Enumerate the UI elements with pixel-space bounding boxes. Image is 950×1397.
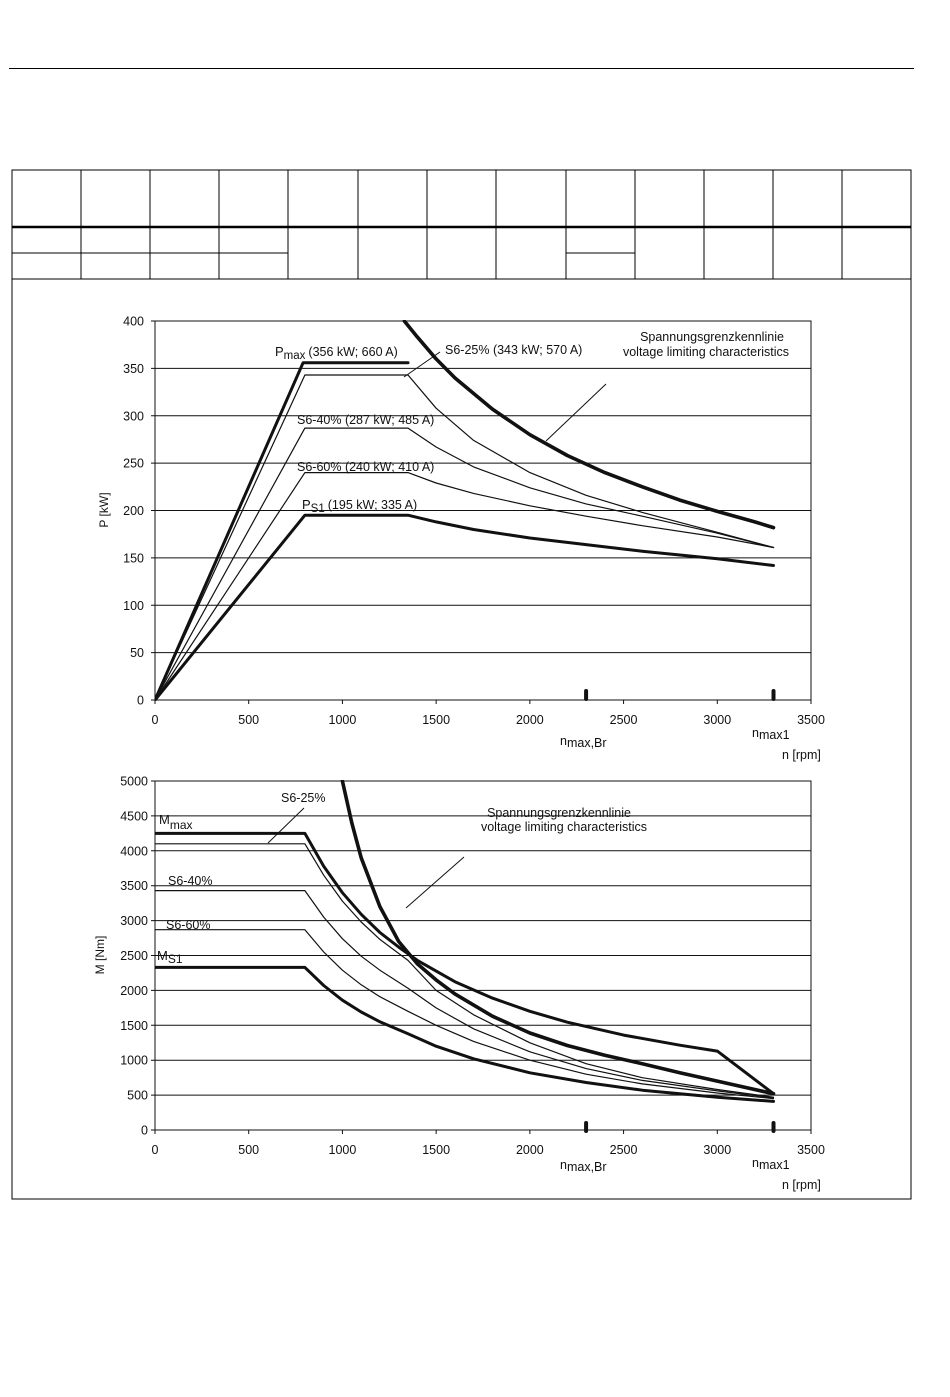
- power-x-tick-label: 0: [152, 713, 159, 727]
- s6-25-label: S6-25% (343 kW; 570 A): [445, 343, 582, 357]
- torque-y-tick-label: 1000: [120, 1054, 148, 1068]
- ms1-label: MS1: [157, 948, 183, 966]
- torque-voltage-limit-label-en: voltage limiting characteristics: [481, 820, 647, 834]
- power-series: [155, 320, 776, 701]
- torque-nmax-br-label: nmax,Br: [560, 1158, 607, 1174]
- torque-s6-60-label: S6-60%: [166, 918, 210, 932]
- voltage-limit-leader: [545, 383, 607, 442]
- torque-series-line-5: [340, 780, 776, 1096]
- torque-series-line-4: [155, 965, 775, 1103]
- voltage-limit-label-de: Spannungsgrenzkennlinie: [640, 330, 784, 344]
- torque-series-line-0: [155, 831, 775, 1096]
- power-x-tick-label: 500: [238, 713, 259, 727]
- torque-series-line-3: [155, 929, 775, 1100]
- header-table: [11, 169, 912, 1200]
- power-x-tick-label: 3000: [703, 713, 731, 727]
- power-y-tick-label: 350: [123, 362, 144, 376]
- torque-series: [155, 780, 776, 1103]
- torque-y-tick-label: 2000: [120, 984, 148, 998]
- nmax1-label: nmax1: [752, 726, 790, 742]
- power-x-tick-label: 2000: [516, 713, 544, 727]
- power-x-tick-label: 1500: [422, 713, 450, 727]
- s6-60-label: S6-60% (240 kW; 410 A): [297, 460, 434, 474]
- power-x-tick-label: 2500: [610, 713, 638, 727]
- power-y-tick-label: 150: [123, 551, 144, 565]
- top-rule: [9, 68, 914, 69]
- torque-ticks: 0500100015002000250030003500400045005000…: [120, 775, 825, 1158]
- torque-voltage-limit-leader: [405, 856, 465, 909]
- nmax-br-label: nmax,Br: [560, 734, 607, 750]
- torque-s6-25-leader: [267, 807, 305, 844]
- torque-voltage-limit-label-de: Spannungsgrenzkennlinie: [487, 806, 631, 820]
- torque-y-axis-label: M [Nm]: [93, 936, 107, 975]
- power-series-line-3: [155, 472, 775, 701]
- power-series-line-2: [155, 427, 775, 701]
- power-y-tick-label: 300: [123, 409, 144, 423]
- s6-40-label: S6-40% (287 kW; 485 A): [297, 413, 434, 427]
- torque-x-tick-label: 2500: [610, 1143, 638, 1157]
- power-series-line-5: [402, 320, 776, 530]
- torque-s6-25-label: S6-25%: [281, 791, 325, 805]
- torque-y-tick-label: 4000: [120, 844, 148, 858]
- torque-x-tick-label: 500: [238, 1143, 259, 1157]
- power-chart: 0 50 100 150 200 250 300 350 400 0 500 1000 1500 2000…: [97, 315, 825, 763]
- torque-y-tick-label: 3000: [120, 914, 148, 928]
- power-y-axis-label: P [kW]: [97, 492, 111, 527]
- power-y-tick-label: 200: [123, 504, 144, 518]
- torque-x-axis-label: n [rpm]: [782, 1178, 821, 1192]
- torque-nmax1-label: nmax1: [752, 1156, 790, 1172]
- pmax-label: Pmax (356 kW; 660 A): [275, 344, 398, 362]
- power-y-tick-label: 100: [123, 599, 144, 613]
- torque-s6-40-label: S6-40%: [168, 874, 212, 888]
- torque-x-tick-label: 3000: [703, 1143, 731, 1157]
- power-x-tick-label: 3500: [797, 713, 825, 727]
- power-series-line-1: [155, 374, 775, 701]
- s6-25-leader: [403, 351, 441, 378]
- power-speed-marker-n-max-br: [584, 689, 589, 701]
- torque-speed-marker-n-max-br: [584, 1121, 589, 1133]
- torque-series-line-2: [155, 890, 775, 1099]
- torque-x-tick-label: 3500: [797, 1143, 825, 1157]
- ps1-label: PS1 (195 kW; 335 A): [302, 497, 417, 515]
- power-series-line-4: [155, 513, 775, 701]
- power-ticks: 0 50 100 150 200 250 300 350 400 0 500 1000 1500 2000…: [123, 315, 825, 728]
- power-x-axis-label: n [rpm]: [782, 748, 821, 762]
- power-grid: [151, 320, 812, 701]
- power-y-tick-label: 400: [123, 315, 144, 329]
- power-x-tick-label: 1000: [329, 713, 357, 727]
- power-series-line-0: [155, 361, 410, 701]
- torque-y-tick-label: 2500: [120, 949, 148, 963]
- torque-y-tick-label: 3500: [120, 879, 148, 893]
- power-y-tick-label: 0: [137, 694, 144, 708]
- torque-y-tick-label: 5000: [120, 775, 148, 789]
- power-speed-marker-n-max1: [771, 689, 776, 701]
- torque-grid: [151, 780, 812, 1131]
- torque-x-tick-label: 0: [152, 1143, 159, 1157]
- torque-x-tick-label: 1500: [422, 1143, 450, 1157]
- voltage-limit-label-en: voltage limiting characteristics: [623, 345, 789, 359]
- power-y-tick-label: 50: [130, 646, 144, 660]
- torque-x-tick-label: 1000: [329, 1143, 357, 1157]
- torque-y-tick-label: 1500: [120, 1019, 148, 1033]
- torque-y-tick-label: 0: [141, 1124, 148, 1138]
- torque-chart: 0500100015002000250030003500400045005000…: [93, 775, 825, 1193]
- power-y-tick-label: 250: [123, 457, 144, 471]
- torque-y-tick-label: 4500: [120, 809, 148, 823]
- torque-x-tick-label: 2000: [516, 1143, 544, 1157]
- mmax-label: Mmax: [159, 812, 193, 832]
- outer-frame: [11, 169, 912, 1200]
- torque-series-line-1: [155, 843, 775, 1098]
- torque-y-tick-label: 500: [127, 1089, 148, 1103]
- table-column-lines: [80, 170, 843, 279]
- torque-speed-marker-n-max1: [771, 1121, 776, 1133]
